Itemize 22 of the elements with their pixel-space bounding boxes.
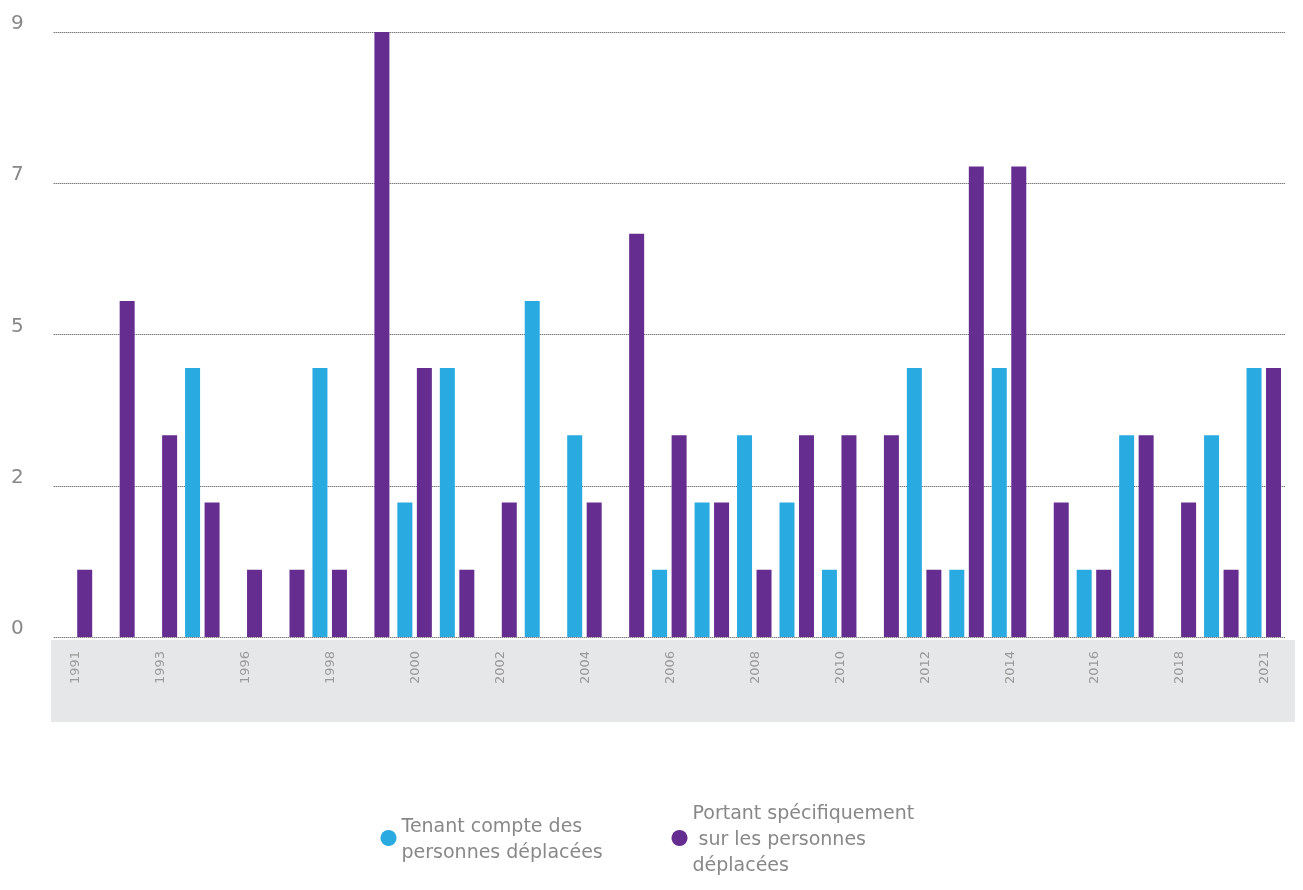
x-tick-label: 2006 (661, 651, 677, 685)
x-tick-label: 2000 (407, 651, 423, 685)
x-tick-label: 1991 (67, 651, 83, 685)
x-tick-label: 2010 (831, 651, 847, 685)
x-tick-label: 2004 (576, 651, 592, 685)
legend-label: Tenant compte des personnes déplacées (400, 814, 603, 862)
x-tick-label: 1996 (237, 651, 253, 685)
x-tick-label: 2016 (1086, 651, 1102, 685)
y-tick-label: 7 (10, 161, 24, 186)
x-tick-label: 2008 (746, 651, 762, 685)
legend-label: Portant spécifiquement sur les personnes déplacées (692, 801, 915, 875)
x-tick-label: 1993 (152, 651, 168, 685)
x-tick-label: 2012 (916, 651, 932, 685)
x-tick-label: 2021 (1256, 651, 1272, 685)
y-tick-label: 2 (10, 463, 24, 488)
y-tick-label: 5 (10, 312, 24, 337)
x-tick-label: 1998 (322, 651, 338, 685)
x-tick-label: 2018 (1171, 651, 1187, 685)
y-tick-label: 0 (10, 615, 24, 639)
x-tick-label: 2014 (1001, 651, 1017, 685)
x-tick-label: 2002 (492, 651, 508, 685)
y-tick-label: 9 (10, 10, 24, 34)
